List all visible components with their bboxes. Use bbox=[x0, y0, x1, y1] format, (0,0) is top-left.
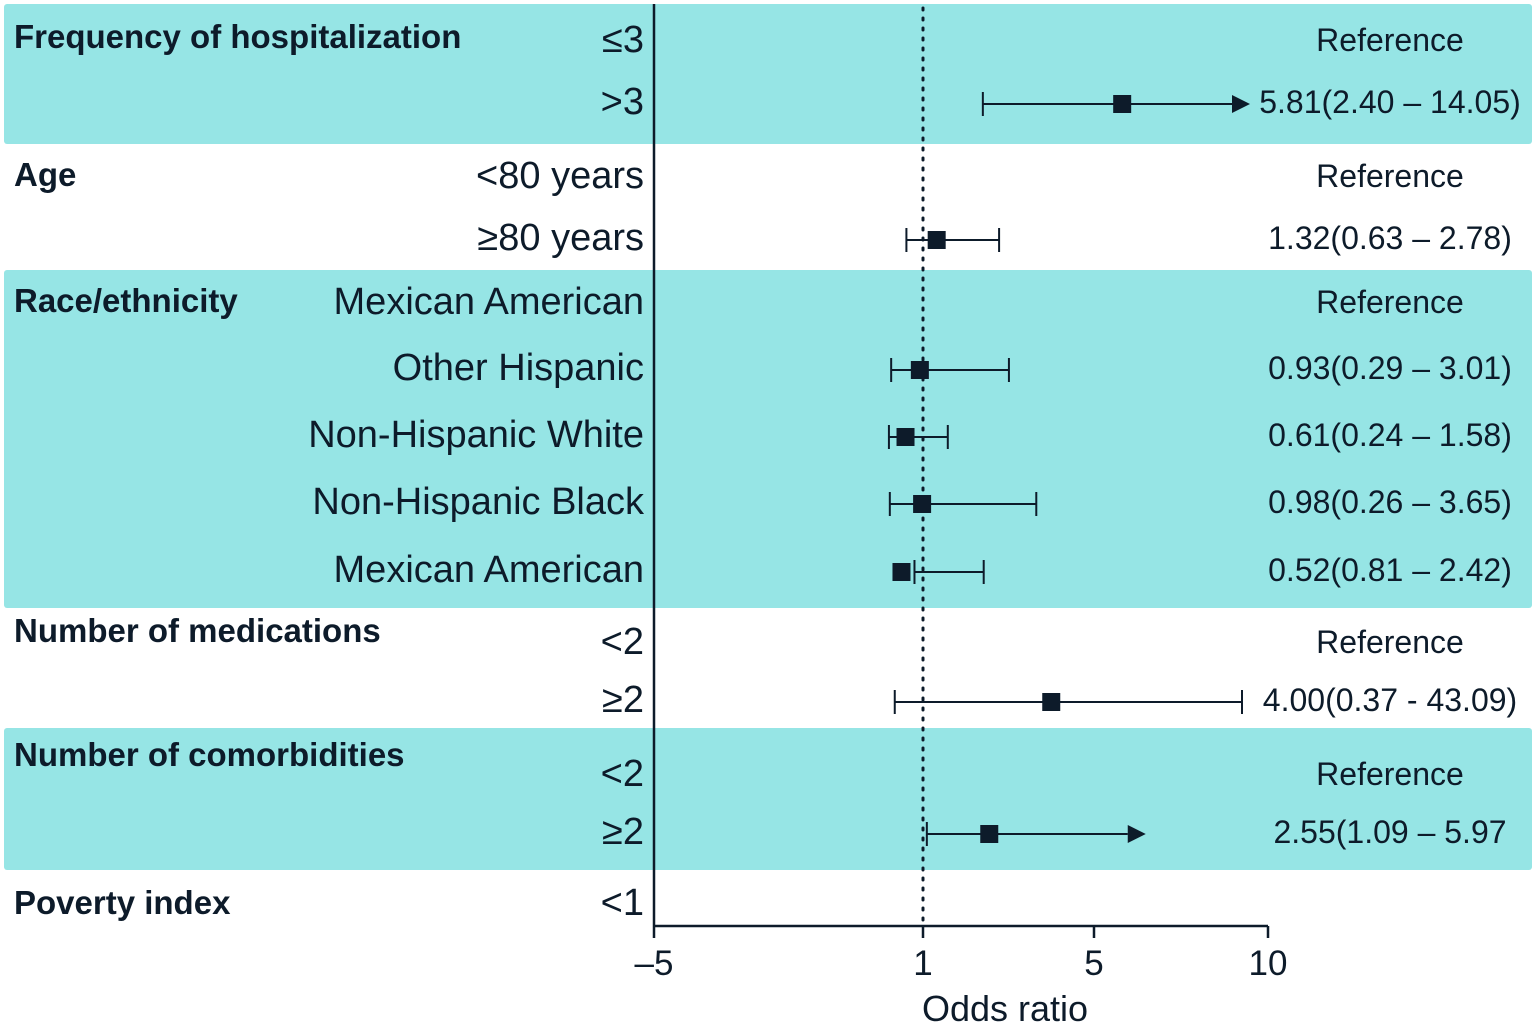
x-tick-label: 1 bbox=[913, 944, 933, 983]
x-tick-label: 5 bbox=[1084, 944, 1104, 983]
level-label: ≥80 years bbox=[477, 217, 644, 259]
odds-ratio-label: 0.98(0.26 – 3.65) bbox=[1268, 484, 1512, 520]
ci-arrow bbox=[1127, 825, 1146, 843]
level-label: <2 bbox=[600, 753, 644, 795]
level-label: Mexican American bbox=[333, 549, 644, 591]
point-estimate bbox=[1042, 693, 1061, 711]
x-tick-label: –5 bbox=[634, 944, 674, 983]
odds-ratio-label: 5.81(2.40 – 14.05) bbox=[1259, 84, 1521, 120]
level-label: ≥2 bbox=[602, 811, 644, 853]
group-label: Frequency of hospitalization bbox=[14, 18, 462, 55]
level-label: <80 years bbox=[476, 155, 644, 197]
level-label: Other Hispanic bbox=[392, 347, 644, 389]
odds-ratio-label: 1.32(0.63 – 2.78) bbox=[1268, 220, 1512, 256]
reference-label: Reference bbox=[1316, 158, 1464, 194]
reference-label: Reference bbox=[1316, 284, 1464, 320]
level-label: Non-Hispanic Black bbox=[312, 481, 644, 523]
group-band bbox=[4, 728, 1532, 870]
level-label: <2 bbox=[600, 621, 644, 663]
point-estimate bbox=[913, 495, 932, 513]
reference-label: Reference bbox=[1316, 624, 1464, 660]
x-tick-label: 10 bbox=[1248, 944, 1288, 983]
odds-ratio-label: 0.52(0.81 – 2.42) bbox=[1268, 552, 1512, 588]
odds-ratio-label: 2.55(1.09 – 5.97 bbox=[1273, 814, 1507, 850]
level-label: ≥2 bbox=[602, 679, 644, 721]
level-label: Mexican American bbox=[333, 281, 644, 323]
group-label: Race/ethnicity bbox=[14, 282, 238, 319]
level-label: >3 bbox=[600, 81, 644, 123]
point-estimate bbox=[896, 428, 915, 446]
group-label: Number of medications bbox=[14, 612, 381, 649]
level-label: Non-Hispanic White bbox=[308, 414, 644, 456]
odds-ratio-label: 0.61(0.24 – 1.58) bbox=[1268, 417, 1512, 453]
point-estimate bbox=[1113, 95, 1132, 113]
ci-arrow bbox=[1232, 95, 1250, 113]
group-label: Age bbox=[14, 156, 77, 193]
point-estimate bbox=[980, 825, 999, 843]
level-label: ≤3 bbox=[602, 19, 644, 61]
group-band bbox=[4, 4, 1532, 144]
point-estimate bbox=[927, 231, 946, 249]
point-estimate bbox=[910, 361, 929, 379]
odds-ratio-label: 4.00(0.37 - 43.09) bbox=[1262, 682, 1518, 718]
level-label: <1 bbox=[600, 882, 644, 924]
group-band bbox=[4, 270, 1532, 608]
reference-label: Reference bbox=[1316, 22, 1464, 58]
x-axis-title: Odds ratio bbox=[921, 988, 1089, 1029]
odds-ratio-label: 0.93(0.29 – 3.01) bbox=[1268, 350, 1512, 386]
group-label: Poverty index bbox=[14, 884, 231, 921]
point-estimate bbox=[892, 563, 911, 581]
reference-label: Reference bbox=[1316, 756, 1464, 792]
group-label: Number of comorbidities bbox=[14, 736, 405, 773]
